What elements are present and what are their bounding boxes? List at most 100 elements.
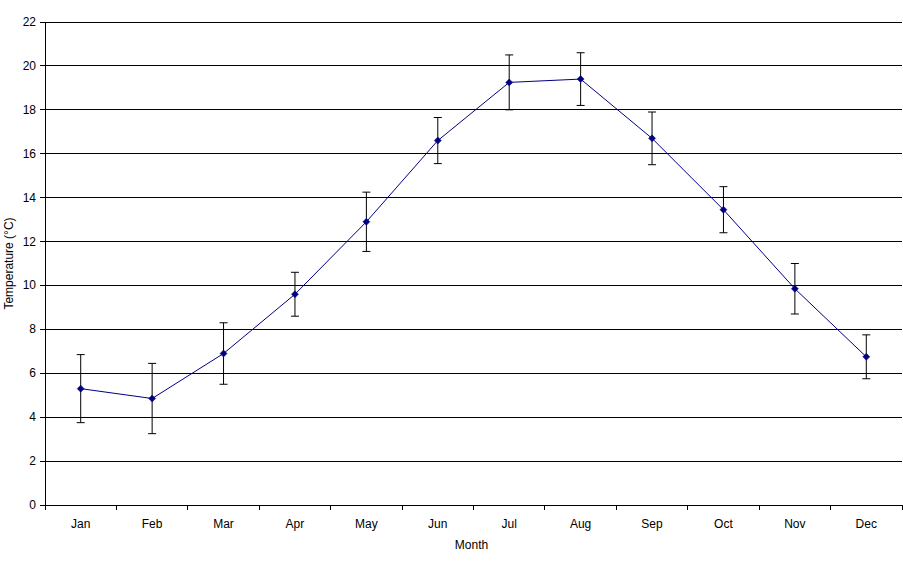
x-tick-label: Jul: [502, 517, 517, 531]
x-tick-label: Nov: [784, 517, 805, 531]
y-tick: [40, 65, 45, 66]
y-tick: [40, 461, 45, 462]
x-tick: [687, 505, 688, 510]
error-bar: [77, 355, 85, 423]
error-cap: [719, 232, 727, 233]
data-point: [791, 285, 798, 292]
error-bar: [148, 363, 156, 433]
error-bar: [719, 187, 727, 233]
x-tick-label: Jun: [428, 517, 447, 531]
error-cap: [77, 354, 85, 355]
x-axis-title: Month: [455, 538, 488, 552]
error-cap: [148, 363, 156, 364]
grid-line: [45, 197, 902, 198]
y-tick: [40, 22, 45, 23]
x-tick: [187, 505, 188, 510]
error-cap: [719, 186, 727, 187]
error-cap: [648, 164, 656, 165]
x-tick-label: Apr: [286, 517, 305, 531]
grid-line: [45, 22, 902, 23]
error-cap: [862, 378, 870, 379]
x-tick-label: Sep: [641, 517, 663, 531]
error-bar: [648, 112, 656, 165]
grid-line: [45, 153, 902, 154]
error-cap: [648, 112, 656, 113]
error-cap: [505, 54, 513, 55]
y-axis: [45, 22, 46, 505]
x-tick-label: May: [355, 517, 378, 531]
error-cap: [505, 109, 513, 110]
error-cap: [362, 192, 370, 193]
error-cap: [220, 384, 228, 385]
y-tick: [40, 285, 45, 286]
y-tick-label: 0: [29, 498, 36, 512]
data-point: [863, 353, 870, 360]
error-bar: [791, 264, 799, 314]
plot-area: [77, 53, 871, 434]
y-tick: [40, 153, 45, 154]
error-cap: [220, 322, 228, 323]
error-bar: [434, 118, 442, 164]
x-tick-label: Dec: [856, 517, 877, 531]
grid-line: [45, 109, 902, 110]
x-tick: [402, 505, 403, 510]
y-tick-label: 12: [23, 235, 37, 249]
error-cap: [291, 316, 299, 317]
y-tick-label: 22: [23, 15, 37, 29]
data-line: [81, 79, 867, 398]
y-tick-label: 18: [23, 103, 37, 117]
y-tick: [40, 109, 45, 110]
error-bar: [862, 335, 870, 379]
data-point: [720, 206, 727, 213]
x-tick: [330, 505, 331, 510]
x-tick-label: Oct: [714, 517, 733, 531]
y-tick: [40, 505, 45, 506]
chart: 0246810121416182022JanFebMarAprMayJunJul…: [0, 0, 903, 574]
x-tick-label: Jan: [71, 517, 90, 531]
grid-line: [45, 285, 902, 286]
y-tick: [40, 329, 45, 330]
data-point: [577, 76, 584, 83]
y-tick-label: 14: [23, 191, 37, 205]
data-point: [149, 395, 156, 402]
error-bar: [362, 192, 370, 251]
x-tick: [116, 505, 117, 510]
y-tick-label: 6: [29, 366, 36, 380]
error-cap: [577, 105, 585, 106]
grid-line: [45, 65, 902, 66]
data-point: [291, 291, 298, 298]
y-tick-label: 16: [23, 147, 37, 161]
y-tick-label: 20: [23, 59, 37, 73]
y-tick: [40, 373, 45, 374]
error-cap: [362, 251, 370, 252]
x-tick: [759, 505, 760, 510]
y-tick-label: 2: [29, 454, 36, 468]
grid-line: [45, 329, 902, 330]
y-tick: [40, 197, 45, 198]
error-cap: [791, 313, 799, 314]
y-axis-title: Temperature (°C): [2, 217, 16, 309]
data-point: [220, 350, 227, 357]
x-tick: [902, 505, 903, 510]
error-bar: [577, 53, 585, 106]
y-tick-label: 8: [29, 322, 36, 336]
error-cap: [434, 117, 442, 118]
error-bar: [220, 323, 228, 384]
data-point: [434, 137, 441, 144]
x-tick: [45, 505, 46, 510]
error-cap: [862, 334, 870, 335]
x-tick: [830, 505, 831, 510]
x-tick: [259, 505, 260, 510]
error-cap: [434, 163, 442, 164]
data-point: [506, 79, 513, 86]
y-tick: [40, 417, 45, 418]
x-tick-label: Mar: [213, 517, 234, 531]
error-bar: [291, 272, 299, 316]
x-tick: [473, 505, 474, 510]
data-point: [363, 218, 370, 225]
x-tick-label: Feb: [142, 517, 163, 531]
x-tick: [544, 505, 545, 510]
grid-line: [45, 241, 902, 242]
error-cap: [77, 422, 85, 423]
error-cap: [148, 433, 156, 434]
